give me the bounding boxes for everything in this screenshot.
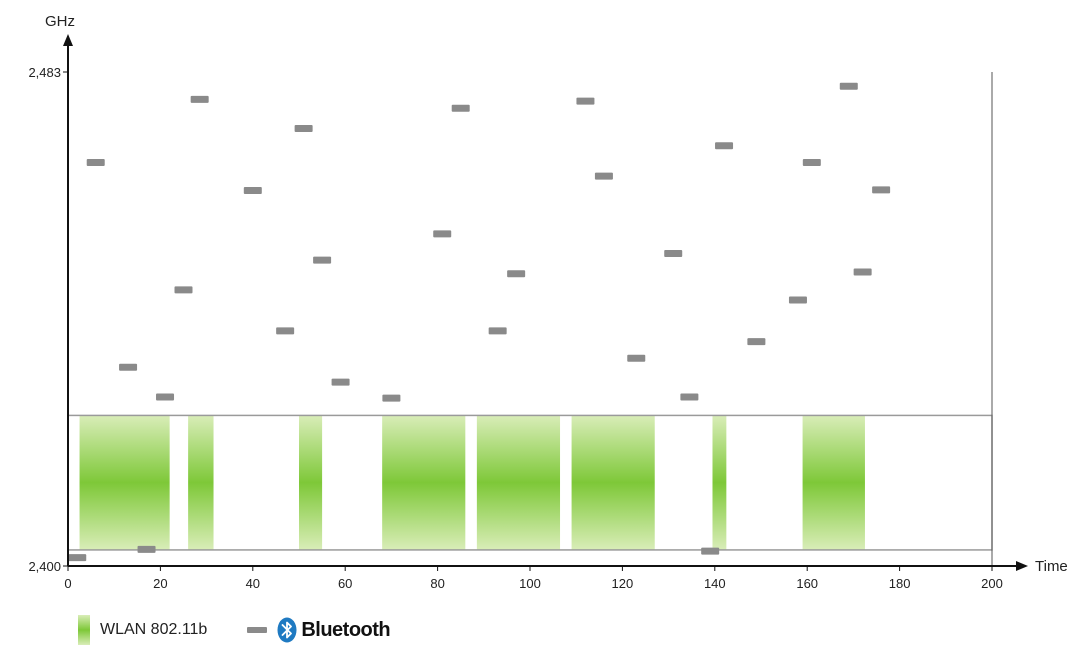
bluetooth-hop-7 (190, 95, 209, 103)
bluetooth-hop-29 (853, 268, 872, 276)
y-axis-title: GHz (45, 13, 75, 30)
x-axis-arrow (1016, 561, 1028, 571)
wlan-burst-7 (712, 415, 727, 550)
bluetooth-hop-9 (276, 327, 295, 335)
bluetooth-hop-25 (747, 338, 766, 346)
x-tick-label-80: 80 (430, 576, 444, 591)
x-axis-ticks: 0 20 40 60 80 100 120 140 160 180 200 (64, 566, 1003, 591)
bluetooth-hop-26 (788, 296, 807, 304)
wlan-burst-8 (802, 415, 865, 550)
bluetooth-hop-17 (507, 270, 526, 278)
wlan-burst-3 (299, 415, 323, 550)
legend: WLAN 802.11b Bluetooth (78, 612, 430, 648)
legend-label-bluetooth: Bluetooth (301, 618, 391, 641)
legend-item-bluetooth: Bluetooth (247, 617, 391, 643)
bluetooth-hop-21 (664, 250, 683, 258)
bluetooth-hop-1 (68, 554, 87, 562)
y-axis-arrow (63, 34, 73, 46)
wlan-burst-2 (188, 415, 214, 550)
wlan-burst-1 (79, 415, 170, 550)
bluetooth-hop-18 (576, 97, 595, 105)
bluetooth-icon (277, 617, 297, 643)
x-axis-title: Time (1035, 558, 1068, 575)
bluetooth-hop-3 (119, 363, 138, 371)
x-tick-label-60: 60 (338, 576, 352, 591)
bluetooth-hop-15 (451, 104, 470, 112)
x-tick-label-200: 200 (981, 576, 1003, 591)
legend-item-wlan: WLAN 802.11b (78, 615, 207, 645)
bluetooth-hops (68, 82, 891, 562)
x-tick-label-160: 160 (796, 576, 818, 591)
bluetooth-hop-22 (680, 393, 699, 401)
bluetooth-hop-8 (243, 186, 262, 194)
bluetooth-hop-24 (715, 142, 734, 150)
legend-label-wlan: WLAN 802.11b (100, 621, 208, 638)
bluetooth-hop-5 (156, 393, 175, 401)
bluetooth-hop-13 (382, 394, 401, 402)
frequency-hopping-chart: 0 20 40 60 80 100 120 140 160 180 200 2,483 2,400 G… (28, 13, 1068, 591)
wlan-burst-5 (476, 415, 561, 550)
bluetooth-hop-6 (174, 286, 193, 294)
bluetooth-hop-2 (86, 158, 105, 166)
bluetooth-hop-28 (839, 82, 858, 90)
x-tick-label-180: 180 (889, 576, 911, 591)
bluetooth-hop-27 (802, 158, 821, 166)
wlan-swatch (78, 615, 90, 645)
x-tick-label-0: 0 (64, 576, 71, 591)
bluetooth-hop-10 (294, 125, 313, 133)
bluetooth-hop-19 (594, 172, 613, 180)
x-tick-label-100: 100 (519, 576, 541, 591)
wlan-burst-4 (382, 415, 466, 550)
wlan-bursts (79, 415, 865, 550)
x-tick-label-120: 120 (612, 576, 634, 591)
bluetooth-hop-23 (701, 547, 720, 555)
bluetooth-hop-30 (872, 186, 891, 194)
bluetooth-hop-12 (331, 378, 350, 386)
wlan-burst-6 (571, 415, 655, 550)
bluetooth-swatch (247, 627, 268, 633)
x-tick-label-20: 20 (153, 576, 167, 591)
x-tick-label-40: 40 (246, 576, 260, 591)
y-tick-label-2: 2,400 (28, 559, 61, 574)
bluetooth-hop-20 (627, 354, 646, 362)
bluetooth-hop-14 (433, 230, 452, 238)
bluetooth-hop-16 (488, 327, 507, 335)
bluetooth-hop-11 (313, 256, 332, 264)
y-tick-label-1: 2,483 (28, 65, 61, 80)
y-axis-ticks: 2,483 2,400 (28, 65, 68, 574)
bluetooth-hop-4 (137, 545, 156, 553)
x-tick-label-140: 140 (704, 576, 726, 591)
